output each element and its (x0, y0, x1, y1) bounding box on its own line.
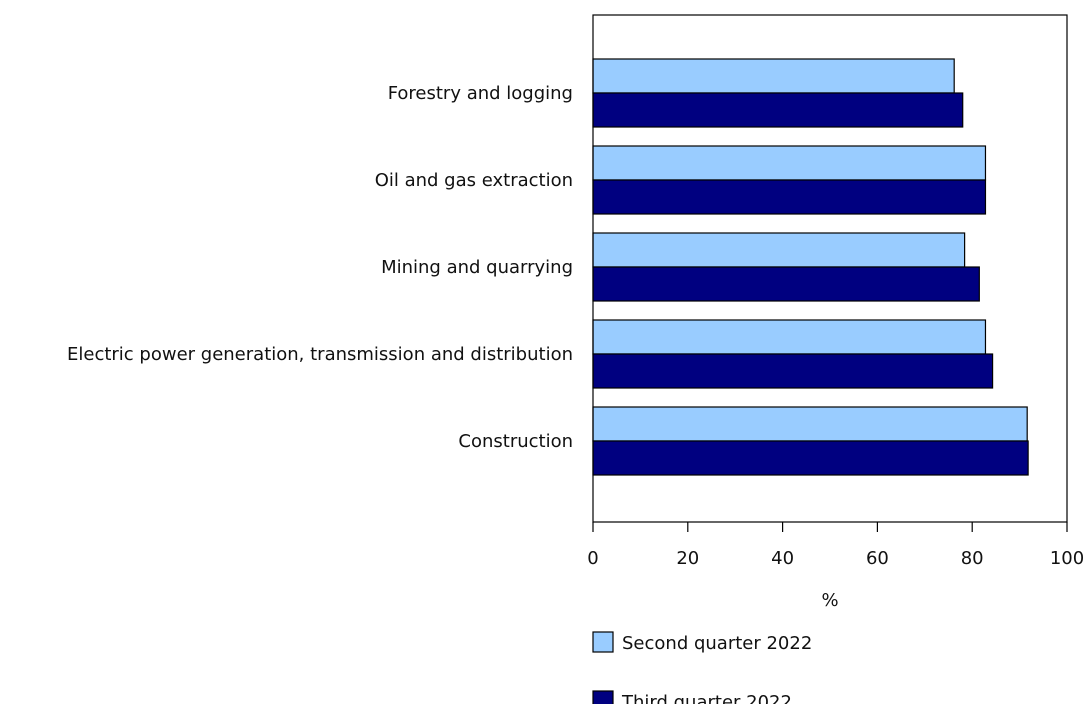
legend-swatch (592, 631, 614, 653)
bar-third-quarter (592, 353, 994, 389)
bar-third-quarter (592, 179, 987, 215)
x-axis-title: % (821, 590, 838, 611)
bar-second-quarter (592, 232, 966, 268)
bars (592, 58, 1029, 476)
x-tick-label: 0 (587, 548, 598, 569)
category-label: Mining and quarrying (381, 257, 573, 278)
legend-swatch (592, 690, 614, 704)
category-label: Forestry and logging (388, 83, 573, 104)
bar-second-quarter (592, 406, 1028, 442)
x-tick-label: 100 (1050, 548, 1084, 569)
x-tick-label: 60 (866, 548, 889, 569)
bar-second-quarter (592, 145, 987, 181)
category-label: Electric power generation, transmission … (67, 344, 573, 365)
x-tick-label: 80 (961, 548, 984, 569)
legend-label: Second quarter 2022 (622, 633, 812, 654)
bar-third-quarter (592, 92, 964, 128)
category-label: Construction (458, 431, 573, 452)
x-tick-label: 20 (676, 548, 699, 569)
category-label: Oil and gas extraction (375, 170, 573, 191)
bar-second-quarter (592, 319, 987, 355)
legend: Second quarter 2022 Third quarter 2022 (592, 631, 812, 704)
x-tick-label: 40 (771, 548, 794, 569)
legend-label: Third quarter 2022 (621, 692, 792, 704)
bar-third-quarter (592, 266, 980, 302)
bar-second-quarter (592, 58, 955, 94)
x-axis: 0 20 40 60 80 100 (587, 522, 1084, 569)
plot-frame (592, 14, 1068, 523)
category-labels: Forestry and logging Oil and gas extracti… (67, 83, 573, 452)
bar-third-quarter (592, 440, 1029, 476)
